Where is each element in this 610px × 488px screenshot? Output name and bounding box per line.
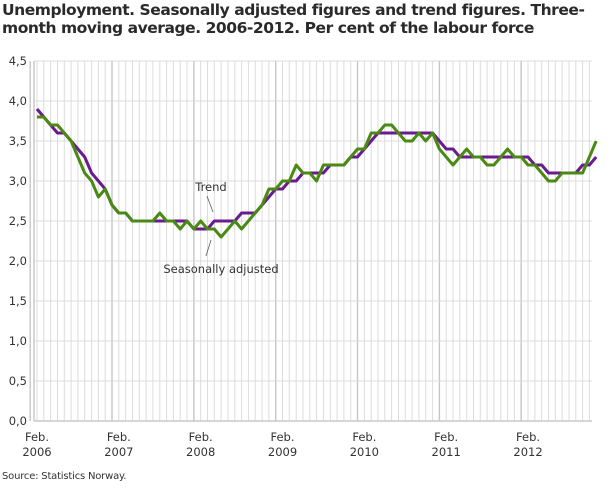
series-annotations: Trend Seasonally adjusted <box>163 180 278 276</box>
x-tick-year: 2006 <box>22 445 51 459</box>
x-tick-month: Feb. <box>516 430 540 444</box>
y-tick-label: 3,0 <box>9 174 27 188</box>
trend-annotation: Trend <box>194 180 226 194</box>
x-tick-year: 2010 <box>350 445 379 459</box>
source-note: Source: Statistics Norway. <box>2 471 127 482</box>
seasonally-adjusted-leader-line <box>205 239 212 257</box>
x-tick-year: 2007 <box>104 445 133 459</box>
y-tick-label: 4,5 <box>9 54 27 68</box>
x-tick-month: Feb. <box>107 430 131 444</box>
gridlines <box>29 60 592 422</box>
chart-title: Unemployment. Seasonally adjusted figure… <box>2 1 585 37</box>
x-tick-year: 2009 <box>268 445 297 459</box>
trend-leader-line <box>206 195 214 213</box>
x-tick-month: Feb. <box>434 430 458 444</box>
x-axis-ticks: Feb.2006Feb.2007Feb.2008Feb.2009Feb.2010… <box>22 430 542 459</box>
x-tick-month: Feb. <box>271 430 295 444</box>
y-tick-label: 4,0 <box>9 94 27 108</box>
x-tick-month: Feb. <box>25 430 49 444</box>
y-tick-label: 1,0 <box>9 334 27 348</box>
y-tick-label: 0,5 <box>9 374 27 388</box>
seasonally-adjusted-line <box>37 115 598 239</box>
x-tick-month: Feb. <box>189 430 213 444</box>
y-tick-label: 2,0 <box>9 254 27 268</box>
x-tick-month: Feb. <box>352 430 376 444</box>
x-tick-year: 2008 <box>186 445 215 459</box>
y-tick-label: 3,5 <box>9 134 27 148</box>
series-lines <box>35 108 598 239</box>
y-axis-ticks: 0,0 0,5 1,0 1,5 2,0 2,5 3,0 3,5 4,0 4,5 <box>9 54 27 428</box>
y-tick-label: 1,5 <box>9 294 27 308</box>
y-tick-label: 0,0 <box>9 414 27 428</box>
seasonally-adjusted-annotation: Seasonally adjusted <box>163 262 278 276</box>
x-tick-year: 2011 <box>432 445 461 459</box>
x-tick-year: 2012 <box>513 445 542 459</box>
y-tick-label: 2,5 <box>9 214 27 228</box>
